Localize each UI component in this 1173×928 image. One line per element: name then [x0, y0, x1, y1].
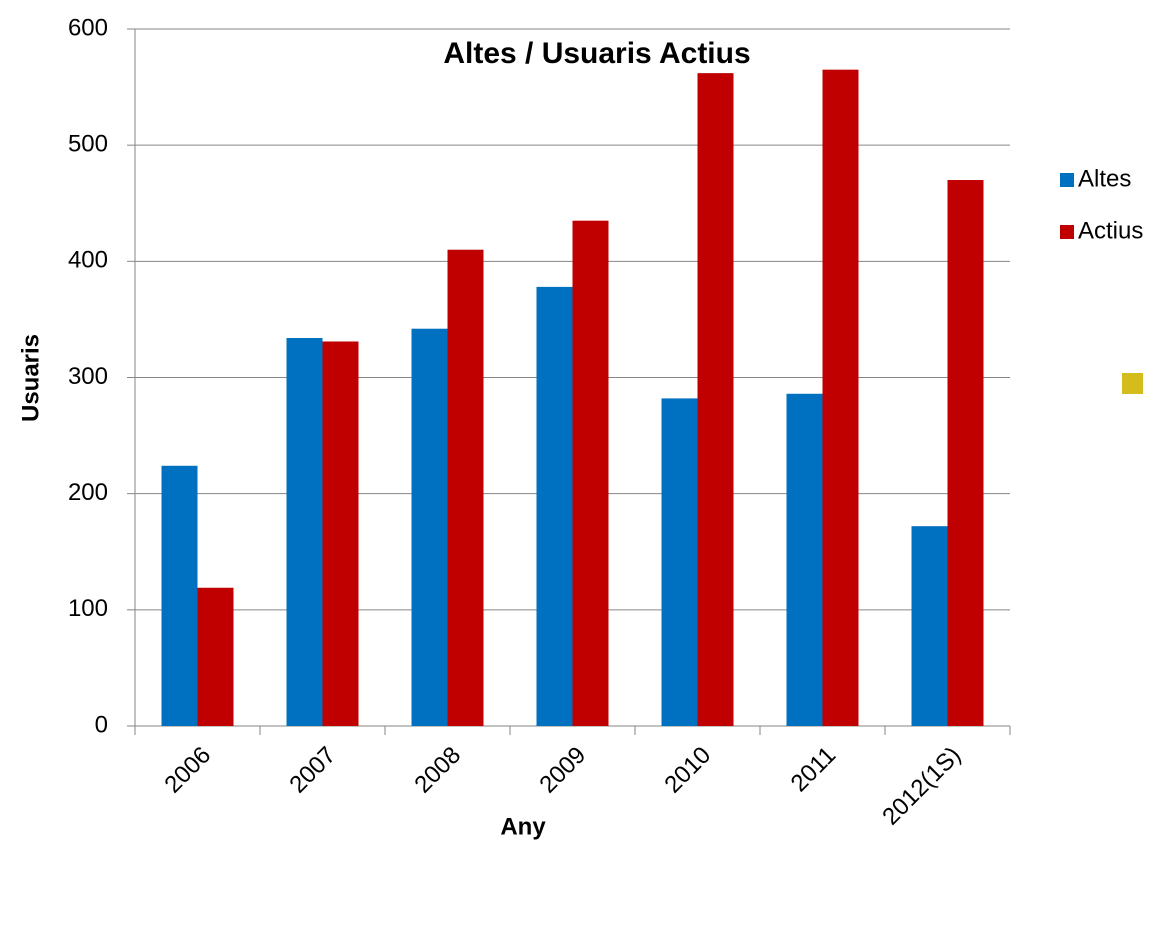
bar	[572, 220, 609, 727]
y-tick-label: 0	[95, 711, 108, 738]
y-tick-label: 300	[68, 363, 108, 390]
x-axis-label: Any	[500, 813, 546, 840]
chart-title: Altes / Usuaris Actius	[443, 37, 750, 70]
legend-marker	[1060, 225, 1074, 239]
bar	[322, 341, 359, 726]
bar	[697, 73, 734, 727]
x-tick-label: 2010	[659, 742, 716, 799]
bar	[197, 587, 234, 726]
x-tick-label: 2007	[284, 742, 341, 799]
legend-marker	[1122, 373, 1143, 394]
y-tick-label: 100	[68, 595, 108, 622]
legend-label: Actius	[1078, 217, 1143, 244]
bar	[161, 465, 198, 726]
x-tick-label: 2011	[786, 742, 842, 798]
x-tick-label: 2006	[159, 742, 216, 799]
y-axis-label: Usuaris	[17, 334, 44, 422]
bar	[947, 180, 984, 726]
y-tick-label: 600	[68, 14, 108, 41]
bar	[822, 69, 859, 727]
y-tick-label: 200	[68, 479, 108, 506]
y-tick-label: 400	[68, 247, 108, 274]
bar	[661, 398, 698, 726]
bar	[411, 328, 448, 726]
bar	[286, 338, 323, 726]
bar	[786, 393, 823, 726]
bar	[536, 286, 573, 726]
bar	[447, 249, 484, 726]
x-tick-label: 2009	[534, 742, 591, 799]
legend-label: Altes	[1078, 165, 1131, 192]
bar	[911, 526, 948, 726]
y-tick-label: 500	[68, 131, 108, 158]
legend-marker	[1060, 173, 1074, 187]
x-tick-label: 2008	[409, 742, 466, 799]
x-tick-label: 2012(1S)	[877, 742, 966, 831]
